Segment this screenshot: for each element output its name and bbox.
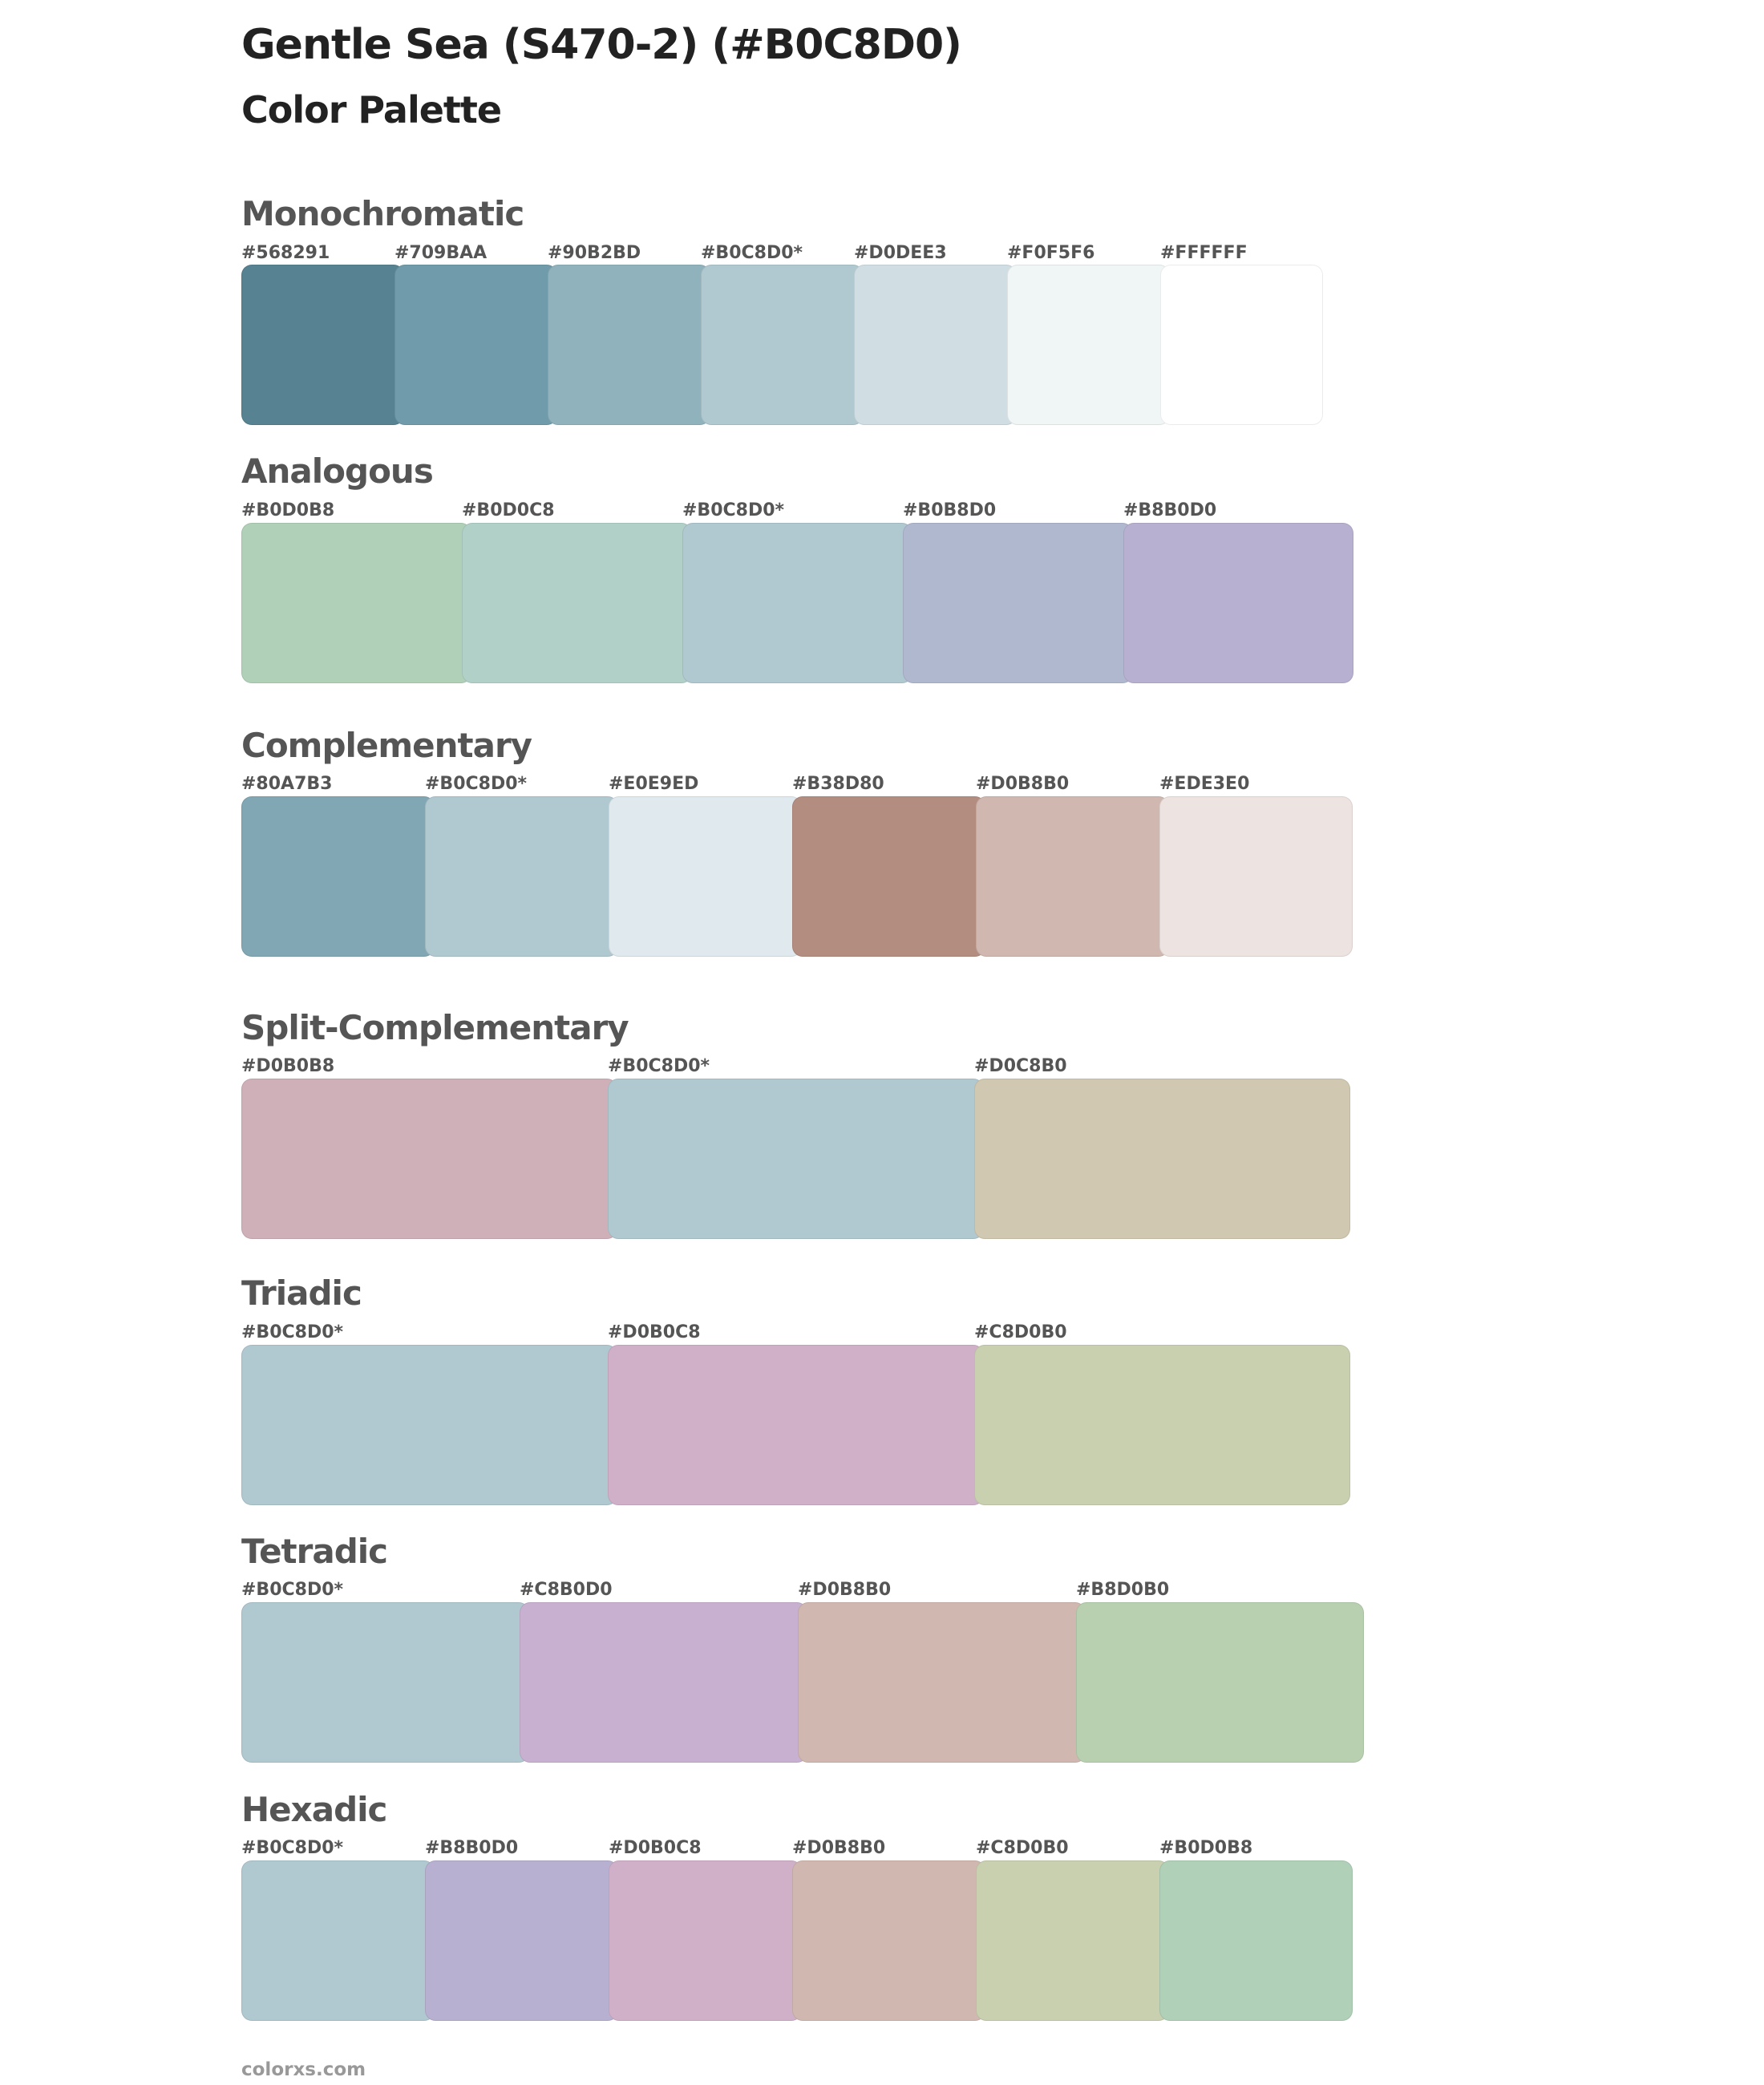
swatch-label: #B0D0C8 (462, 500, 555, 520)
section-heading: Analogous (241, 451, 434, 491)
color-swatch[interactable] (609, 1860, 802, 2021)
color-swatch[interactable] (903, 523, 1133, 683)
swatch-label: #D0B0C8 (608, 1322, 701, 1342)
color-swatch[interactable] (1076, 1602, 1364, 1763)
swatch-label: #B8B0D0 (425, 1838, 519, 1858)
swatch-label: #B8D0B0 (1076, 1580, 1170, 1600)
swatch-label: #B0C8D0* (241, 1580, 344, 1600)
color-swatch[interactable] (701, 265, 864, 425)
color-swatch[interactable] (394, 265, 557, 425)
color-swatch[interactable] (425, 796, 618, 957)
color-swatch[interactable] (976, 1860, 1169, 2021)
color-swatch[interactable] (608, 1079, 984, 1239)
color-swatch[interactable] (462, 523, 692, 683)
color-swatch[interactable] (792, 1860, 985, 2021)
swatch-label: #D0B8B0 (976, 774, 1070, 794)
swatch-label: #80A7B3 (241, 774, 333, 794)
color-swatch[interactable] (241, 796, 435, 957)
swatch-label: #F0F5F6 (1007, 243, 1095, 263)
swatch-label: #C8B0D0 (520, 1580, 613, 1600)
color-swatch[interactable] (976, 796, 1169, 957)
swatch-label: #B0D0B8 (241, 500, 335, 520)
color-swatch[interactable] (608, 1345, 984, 1505)
color-swatch[interactable] (548, 265, 710, 425)
section-heading: Hexadic (241, 1790, 387, 1829)
swatch-label: #568291 (241, 243, 330, 263)
swatch-label: #B0C8D0* (241, 1322, 344, 1342)
color-swatch[interactable] (1160, 265, 1323, 425)
swatch-label: #D0B8B0 (798, 1580, 892, 1600)
swatch-label: #B0D0B8 (1159, 1838, 1253, 1858)
swatch-label: #B0C8D0* (608, 1056, 710, 1076)
swatch-label: #B38D80 (792, 774, 884, 794)
color-swatch[interactable] (241, 1345, 617, 1505)
color-swatch[interactable] (241, 1860, 435, 2021)
swatch-label: #B0C8D0* (241, 1838, 344, 1858)
color-swatch[interactable] (241, 265, 404, 425)
swatch-label: #709BAA (394, 243, 488, 263)
section-heading: Complementary (241, 726, 532, 765)
swatch-label: #B0B8D0 (903, 500, 997, 520)
swatch-label: #FFFFFF (1160, 243, 1248, 263)
swatch-label: #D0DEE3 (854, 243, 947, 263)
section-heading: Triadic (241, 1273, 362, 1313)
section-heading: Monochromatic (241, 194, 524, 233)
color-swatch[interactable] (792, 796, 985, 957)
swatch-label: #E0E9ED (609, 774, 699, 794)
page-title: Gentle Sea (S470-2) (#B0C8D0) (241, 21, 962, 69)
page-subtitle: Color Palette (241, 88, 502, 132)
swatch-label: #EDE3E0 (1159, 774, 1250, 794)
color-swatch[interactable] (1123, 523, 1353, 683)
color-swatch[interactable] (609, 796, 802, 957)
color-swatch[interactable] (798, 1602, 1086, 1763)
swatch-label: #B0C8D0* (425, 774, 528, 794)
swatch-label: #B0C8D0* (701, 243, 803, 263)
color-swatch[interactable] (1007, 265, 1170, 425)
swatch-label: #C8D0B0 (976, 1838, 1069, 1858)
section-heading: Split-Complementary (241, 1008, 629, 1047)
swatch-label: #B0C8D0* (682, 500, 785, 520)
footer-link[interactable]: colorxs.com (241, 2059, 366, 2080)
color-swatch[interactable] (854, 265, 1017, 425)
swatch-label: #C8D0B0 (974, 1322, 1067, 1342)
color-swatch[interactable] (241, 523, 471, 683)
swatch-label: #D0B8B0 (792, 1838, 886, 1858)
swatch-label: #D0C8B0 (974, 1056, 1067, 1076)
swatch-label: #D0B0C8 (609, 1838, 702, 1858)
color-swatch[interactable] (520, 1602, 807, 1763)
color-swatch[interactable] (241, 1602, 529, 1763)
color-swatch[interactable] (241, 1079, 617, 1239)
section-heading: Tetradic (241, 1532, 388, 1571)
swatch-label: #90B2BD (548, 243, 641, 263)
color-swatch[interactable] (682, 523, 912, 683)
swatch-label: #D0B0B8 (241, 1056, 335, 1076)
color-swatch[interactable] (974, 1345, 1350, 1505)
color-swatch[interactable] (1159, 796, 1353, 957)
swatch-label: #B8B0D0 (1123, 500, 1217, 520)
color-swatch[interactable] (425, 1860, 618, 2021)
color-swatch[interactable] (974, 1079, 1350, 1239)
color-swatch[interactable] (1159, 1860, 1353, 2021)
